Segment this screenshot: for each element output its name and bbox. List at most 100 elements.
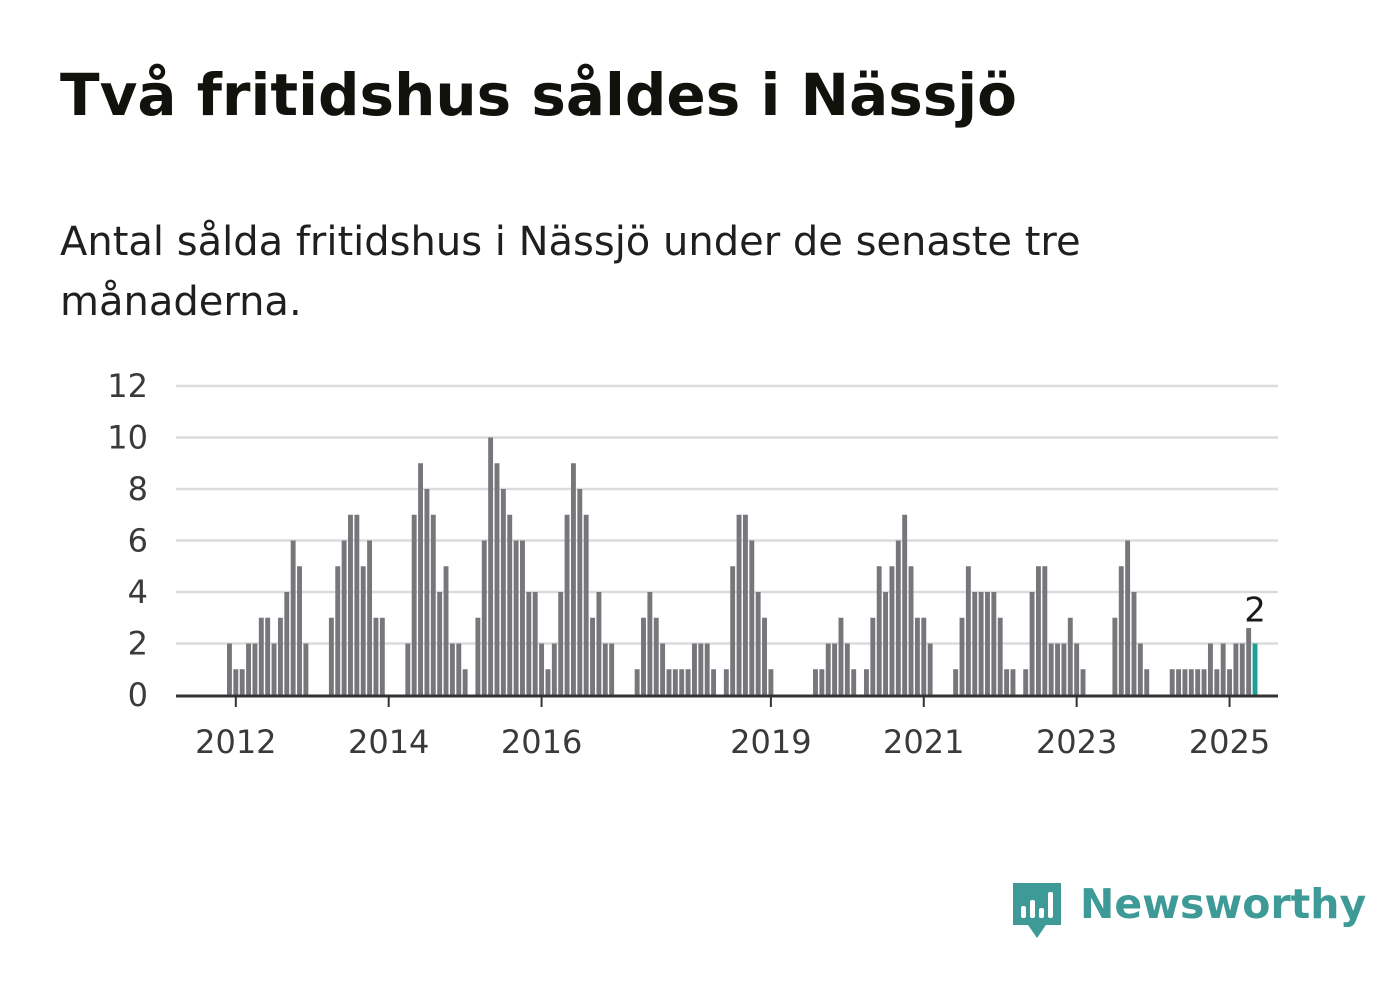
grid-lines bbox=[176, 384, 1278, 645]
bar bbox=[564, 514, 570, 695]
bar bbox=[1035, 566, 1041, 695]
bar bbox=[577, 489, 583, 695]
bar bbox=[1246, 628, 1252, 695]
bar bbox=[672, 669, 678, 695]
bar bbox=[959, 617, 965, 695]
bar bbox=[545, 669, 551, 695]
bar bbox=[583, 514, 589, 695]
bar bbox=[596, 592, 602, 695]
bar bbox=[602, 643, 608, 695]
y-axis-ticks: 0 2 4 6 8 10 12 bbox=[107, 367, 148, 714]
bar bbox=[895, 540, 901, 695]
bar bbox=[851, 669, 857, 695]
bar bbox=[239, 669, 245, 695]
bar bbox=[755, 592, 761, 695]
bar bbox=[1118, 566, 1124, 695]
y-tick-label: 4 bbox=[128, 573, 148, 611]
bar bbox=[1207, 643, 1213, 695]
bar bbox=[844, 643, 850, 695]
x-tick-label: 2023 bbox=[1036, 723, 1117, 761]
bar bbox=[341, 540, 347, 695]
bar bbox=[443, 566, 449, 695]
bar bbox=[870, 617, 876, 695]
bar bbox=[1201, 669, 1207, 695]
bar bbox=[265, 617, 271, 695]
bar bbox=[768, 669, 774, 695]
bar bbox=[864, 669, 869, 695]
y-tick-label: 8 bbox=[128, 470, 148, 508]
bar bbox=[953, 669, 959, 695]
newsworthy-logo-icon bbox=[1013, 883, 1061, 938]
bar bbox=[252, 643, 258, 695]
bar bbox=[1112, 617, 1118, 695]
bar bbox=[1137, 643, 1143, 695]
bar bbox=[666, 669, 672, 695]
bar bbox=[411, 514, 417, 695]
bar bbox=[921, 617, 927, 695]
bar bbox=[1048, 643, 1054, 695]
bar bbox=[430, 514, 436, 695]
x-axis: 2012 2014 2016 2019 2021 2023 2025 bbox=[176, 694, 1278, 761]
bar bbox=[456, 643, 462, 695]
bar bbox=[1214, 669, 1220, 695]
bar bbox=[551, 643, 557, 695]
bar bbox=[328, 617, 334, 695]
bar bbox=[335, 566, 341, 695]
bar bbox=[246, 643, 252, 695]
bar bbox=[424, 489, 430, 695]
bar bbox=[679, 669, 685, 695]
newsworthy-logo: Newsworthy bbox=[1010, 878, 1366, 944]
x-tick-label: 2025 bbox=[1189, 723, 1270, 761]
bar bbox=[1067, 617, 1073, 695]
bar bbox=[1010, 669, 1016, 695]
bar bbox=[277, 617, 283, 695]
bar bbox=[437, 592, 443, 695]
bar bbox=[500, 489, 506, 695]
bar bbox=[997, 617, 1003, 695]
bar bbox=[749, 540, 755, 695]
x-tick-label: 2016 bbox=[501, 723, 582, 761]
bar-highlight bbox=[1252, 643, 1258, 695]
y-tick-label: 6 bbox=[128, 522, 148, 560]
bar bbox=[883, 592, 889, 695]
bar bbox=[876, 566, 882, 695]
bar bbox=[1220, 643, 1226, 695]
bar bbox=[1182, 669, 1188, 695]
bar bbox=[570, 463, 576, 695]
bar bbox=[685, 669, 691, 695]
bar bbox=[1080, 669, 1086, 695]
bar bbox=[462, 669, 468, 695]
bar bbox=[1195, 669, 1201, 695]
bar bbox=[348, 514, 353, 695]
bar bbox=[1176, 669, 1182, 695]
bar bbox=[692, 643, 697, 695]
bar bbox=[532, 592, 538, 695]
bar bbox=[736, 514, 742, 695]
bar bbox=[1061, 643, 1067, 695]
bar bbox=[819, 669, 825, 695]
bar bbox=[1131, 592, 1137, 695]
bar bbox=[965, 566, 971, 695]
y-tick-label: 2 bbox=[128, 625, 148, 663]
bar bbox=[520, 540, 525, 695]
bar bbox=[698, 643, 704, 695]
x-tick-label: 2014 bbox=[348, 723, 429, 761]
bar bbox=[233, 669, 239, 695]
bar bbox=[985, 592, 990, 695]
bar bbox=[832, 643, 838, 695]
bar bbox=[1169, 669, 1175, 695]
bar bbox=[1233, 643, 1239, 695]
bar bbox=[914, 617, 920, 695]
bar bbox=[647, 592, 653, 695]
bar bbox=[838, 617, 844, 695]
bar bbox=[354, 514, 360, 695]
chart-subtitle: Antal sålda fritidshus i Nässjö under de… bbox=[60, 219, 1081, 325]
bar bbox=[513, 540, 519, 695]
y-tick-label: 10 bbox=[107, 419, 148, 457]
bar bbox=[634, 669, 640, 695]
y-tick-label: 0 bbox=[128, 676, 148, 714]
bar bbox=[418, 463, 423, 695]
bar bbox=[730, 566, 736, 695]
bar bbox=[704, 643, 710, 695]
